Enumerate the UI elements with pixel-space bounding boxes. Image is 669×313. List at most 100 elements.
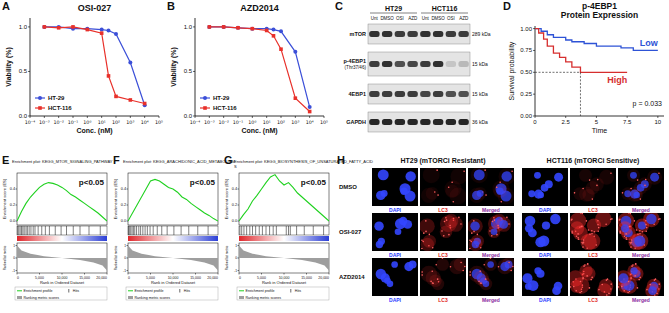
legend-label: Ranking metric scores [135, 296, 171, 300]
lc3-punctum [477, 234, 479, 236]
point [308, 105, 312, 109]
lc3-punctum [576, 235, 578, 237]
nucleus [387, 281, 394, 288]
point [43, 25, 47, 29]
lc3-punctum [484, 169, 486, 171]
lc3-punctum [639, 230, 641, 232]
rank-gradient [239, 236, 329, 241]
hit [323, 226, 324, 235]
y-axis-label: Viability (%) [170, 47, 178, 87]
lc3-punctum [460, 262, 462, 264]
lc3-glow [597, 283, 612, 296]
lc3-punctum [637, 234, 639, 236]
nucleus [554, 173, 563, 182]
y-tick-label: 0.0 [19, 113, 28, 119]
lc3-glow [480, 278, 493, 291]
hit [239, 226, 240, 235]
x-axis-label: Conc. (nM) [76, 127, 112, 135]
y2-tick-label: 0 [235, 256, 237, 260]
nucleus [403, 220, 412, 229]
lc3-punctum [421, 274, 423, 276]
hit [22, 226, 23, 235]
x-tick [101, 116, 102, 118]
point [279, 29, 283, 33]
y-tick-label: 1.00 [520, 26, 532, 32]
band [433, 31, 443, 37]
lc3-punctum [574, 192, 576, 194]
hit [241, 226, 242, 235]
micrograph [420, 168, 466, 206]
hit [20, 226, 21, 235]
y2-tick [127, 258, 129, 259]
x-tick-label: 5 [595, 119, 599, 125]
image-bg [522, 258, 568, 296]
lc3-punctum [450, 266, 452, 268]
group-header: HCT116 (mTORCi Sensitive) [547, 157, 640, 165]
hit [255, 226, 256, 235]
nucleus [376, 241, 383, 248]
x-tick-label: 10⁻² [218, 120, 229, 125]
x-axis [30, 116, 159, 117]
legend-frame [237, 287, 329, 300]
blot-group: HT29 [385, 5, 402, 12]
es-frame [128, 173, 218, 225]
ranking-metric [17, 246, 107, 271]
lc3-punctum [610, 172, 612, 174]
x-tick [116, 116, 117, 118]
x-tick-label: 10,000 [168, 276, 179, 280]
legend-label: Ranking metric scores [24, 296, 60, 300]
size-label: 289 kDa [472, 31, 491, 37]
annotation: p<0.05 [190, 178, 216, 187]
panel-label: A [2, 0, 10, 12]
lc3-punctum [619, 218, 621, 220]
x-tick-label: 10⁻¹ [233, 120, 244, 125]
band [382, 91, 392, 97]
lc3-glow [423, 168, 440, 183]
x-tick-label: 10,000 [57, 276, 68, 280]
y2-tick [238, 258, 240, 259]
lc3-punctum [597, 224, 599, 226]
lc3-punctum [629, 213, 631, 214]
lc3-punctum [582, 246, 584, 248]
ranking-metric [128, 246, 218, 271]
lc3-punctum [631, 239, 633, 241]
lc3-punctum [492, 221, 494, 223]
lc3-glow [643, 213, 659, 227]
y2-tick [127, 270, 129, 271]
lc3-punctum [628, 213, 630, 214]
y-axis-label: Enrichment score (ES) [2, 178, 7, 219]
point [279, 47, 283, 51]
lc3-punctum [589, 179, 591, 181]
lc3-glow [645, 283, 660, 296]
micrograph [522, 258, 568, 296]
lc3-punctum [463, 170, 465, 172]
point [100, 31, 104, 35]
chart-title: OSI-027 [78, 3, 112, 13]
band [369, 91, 379, 97]
lc3-punctum [589, 234, 591, 236]
point [208, 25, 212, 29]
lc3-punctum [479, 271, 481, 273]
hits-area [128, 226, 208, 235]
point [114, 32, 118, 36]
group-line [370, 13, 417, 14]
y2-tick-label: -1 [234, 269, 237, 273]
legend-label: Enrichment profile [135, 289, 164, 293]
nucleus [404, 262, 413, 271]
y-tick [193, 26, 195, 27]
y-tick [238, 205, 240, 206]
hit [304, 226, 305, 235]
band [407, 91, 417, 97]
x-axis-label: Rank in Ordered Dataset [151, 280, 196, 285]
lc3-punctum [629, 291, 631, 293]
lc3-punctum [627, 292, 629, 294]
lc3-punctum [511, 170, 513, 172]
lc3-punctum [638, 279, 640, 281]
y-tick [16, 189, 18, 190]
hit [138, 226, 139, 235]
y-tick [127, 205, 129, 206]
lc3-punctum [596, 185, 598, 187]
row-label: OSI-027 [339, 229, 362, 235]
lc3-punctum [431, 271, 433, 273]
lc3-punctum [421, 248, 423, 250]
